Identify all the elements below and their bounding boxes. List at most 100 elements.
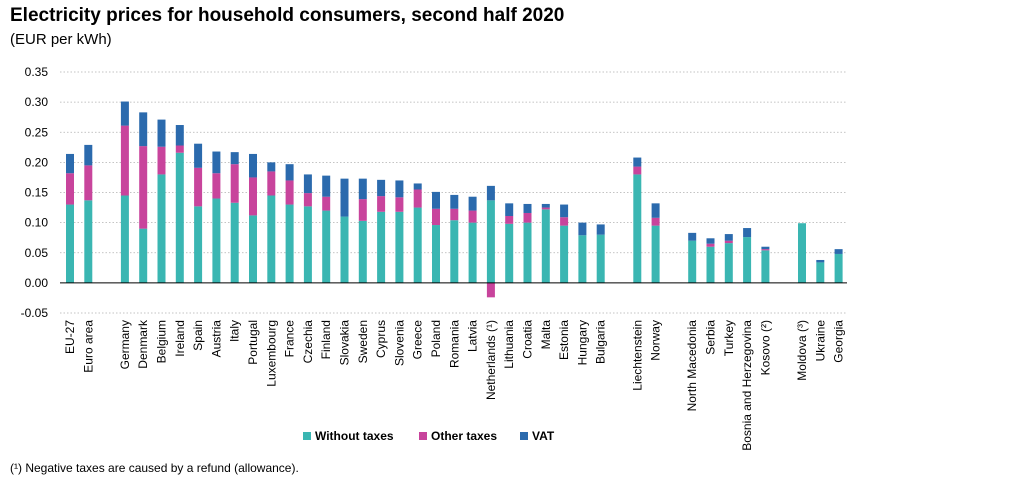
x-tick-label: Cyprus — [374, 320, 388, 358]
x-tick-label: Estonia — [557, 320, 571, 360]
bar-other-taxes — [395, 197, 404, 212]
bar-without-taxes — [66, 204, 74, 283]
bar-without-taxes — [340, 216, 349, 283]
bar-without-taxes — [267, 195, 276, 283]
bar-other-taxes — [139, 146, 148, 229]
bar-without-taxes — [541, 209, 550, 283]
bar-vat — [505, 203, 514, 216]
bar-without-taxes — [505, 223, 514, 283]
bar-without-taxes — [834, 253, 843, 283]
bar-vat — [340, 178, 349, 217]
bar-vat — [303, 174, 312, 194]
bar-other-taxes — [120, 125, 129, 196]
x-tick-label: Bosnia and Herzegovina — [740, 320, 754, 451]
bar-without-taxes — [523, 222, 532, 283]
bar-without-taxes — [84, 200, 93, 283]
bar-vat — [194, 143, 203, 168]
x-tick-label: EU-27 — [63, 320, 77, 354]
grid-lines — [60, 71, 847, 314]
legend-label: VAT — [532, 429, 555, 443]
bar-without-taxes — [230, 202, 239, 283]
bar-vat — [816, 259, 825, 263]
bar-without-taxes — [706, 246, 715, 283]
bar-other-taxes — [175, 145, 184, 153]
legend-swatch — [520, 432, 528, 440]
y-tick-label: 0.20 — [25, 155, 49, 169]
bar-without-taxes — [358, 220, 367, 283]
x-tick-label: Liechtenstein — [630, 320, 644, 391]
bar-vat — [596, 224, 605, 235]
x-tick-label: Denmark — [136, 319, 150, 369]
x-tick-label: France — [283, 320, 297, 358]
bar-other-taxes — [450, 208, 459, 221]
bar-vat — [285, 164, 294, 181]
bar-other-taxes — [468, 210, 477, 223]
footnote: (¹) Negative taxes are caused by a refun… — [10, 461, 299, 475]
bar-vat — [724, 234, 733, 241]
x-tick-label: Poland — [429, 320, 443, 357]
bar-vat — [66, 153, 74, 174]
axes: -0.05 0.00 0.05 0.10 0.15 0.20 0.25 0.30 0.35 — [21, 65, 847, 320]
bar-vat — [212, 151, 221, 174]
legend-swatch — [419, 432, 427, 440]
bar-without-taxes — [249, 215, 257, 283]
y-tick-label: 0.25 — [25, 125, 49, 139]
bar-vat — [560, 204, 569, 218]
x-tick-label: Ukraine — [813, 320, 827, 362]
bar-without-taxes — [798, 223, 806, 283]
x-tick-label: Romania — [447, 320, 461, 368]
x-tick-label: Netherlands (¹) — [484, 320, 498, 400]
bar-without-taxes — [633, 174, 642, 283]
y-tick-label: 0.10 — [25, 216, 49, 230]
bar-without-taxes — [139, 228, 148, 283]
bar-without-taxes — [688, 240, 697, 283]
bar-vat — [267, 162, 276, 172]
bar-other-taxes — [267, 171, 276, 196]
x-tick-label: Ireland — [173, 320, 187, 357]
bar-other-taxes — [633, 166, 642, 175]
x-tick-label: Turkey — [722, 320, 736, 356]
bars — [66, 101, 843, 298]
bar-vat — [249, 153, 257, 178]
legend-swatch — [303, 432, 311, 440]
legend: Without taxes Other taxes VAT — [303, 429, 555, 443]
bar-vat — [230, 152, 239, 165]
bar-vat — [743, 228, 752, 238]
bar-other-taxes — [84, 165, 93, 201]
bar-other-taxes — [761, 249, 770, 251]
x-tick-label: Hungary — [575, 320, 589, 365]
bar-other-taxes — [212, 173, 221, 199]
bar-vat — [651, 203, 660, 218]
legend-label: Other taxes — [431, 429, 497, 443]
bar-vat — [84, 144, 93, 166]
x-tick-labels: EU-27 Euro area Germany Denmark Belgium Irela… — [63, 319, 846, 451]
bar-vat — [688, 232, 697, 241]
bar-without-taxes — [651, 225, 660, 283]
y-tick-label: 0.30 — [25, 95, 49, 109]
bar-other-taxes — [230, 164, 239, 203]
bar-vat — [486, 185, 495, 201]
y-tick-label: 0.05 — [25, 246, 49, 260]
bar-other-taxes — [194, 167, 203, 207]
bar-without-taxes — [377, 211, 386, 283]
bar-vat — [322, 175, 331, 197]
x-tick-label: Slovenia — [392, 320, 406, 366]
x-tick-label: Sweden — [356, 320, 370, 363]
bar-vat — [432, 191, 440, 209]
bar-other-taxes — [322, 196, 331, 211]
bar-without-taxes — [596, 234, 605, 283]
bar-vat — [468, 196, 477, 211]
x-tick-label: Kosovo (²) — [758, 320, 772, 375]
bar-vat — [157, 119, 166, 147]
bar-vat — [633, 157, 642, 167]
x-tick-label: Luxembourg — [264, 320, 278, 387]
x-tick-label: Slovakia — [338, 320, 352, 366]
x-tick-label: Finland — [319, 320, 333, 359]
x-tick-label: Latvia — [466, 320, 480, 352]
y-tick-label: -0.05 — [21, 306, 49, 320]
bar-without-taxes — [175, 152, 184, 283]
bar-vat — [175, 125, 184, 146]
bar-without-taxes — [194, 206, 203, 283]
x-tick-label: Portugal — [246, 320, 260, 365]
